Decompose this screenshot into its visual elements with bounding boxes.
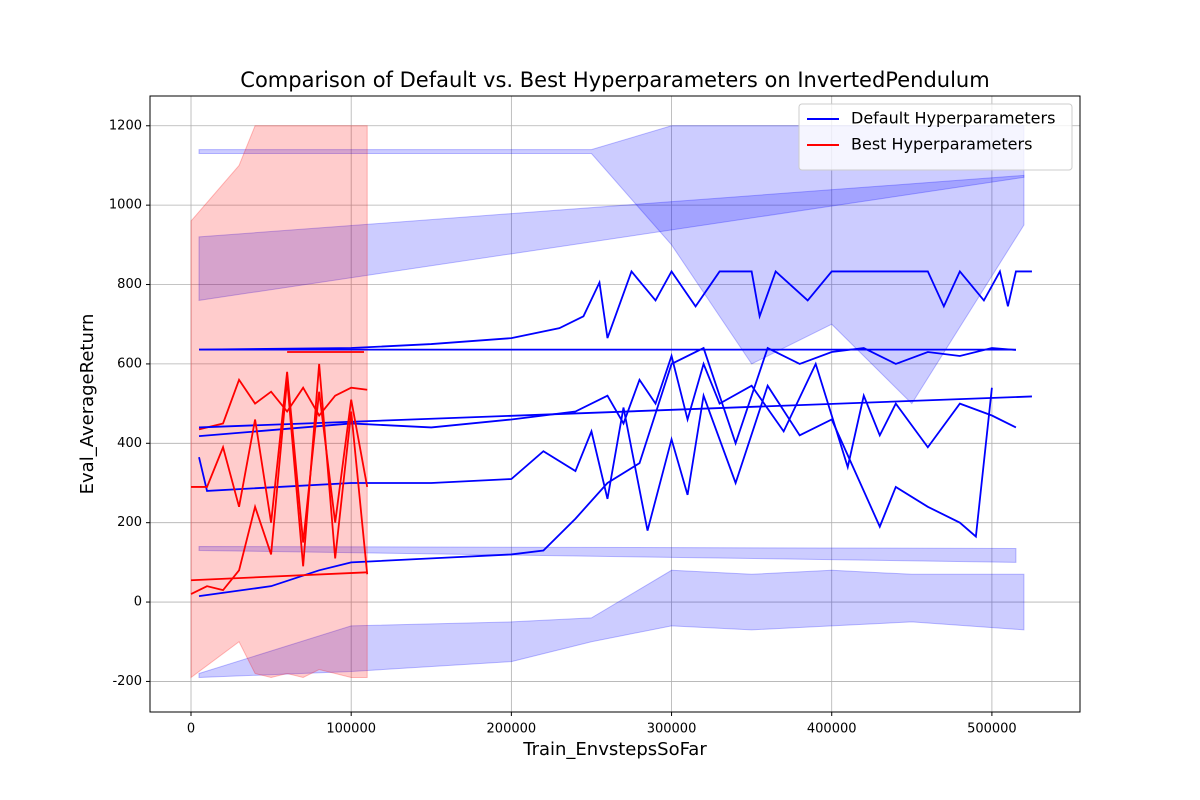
band xyxy=(198,545,1017,563)
y-tick-label: 600 xyxy=(117,356,142,371)
plot-area xyxy=(190,125,1032,679)
line xyxy=(198,383,993,539)
y-tick-label: 1000 xyxy=(109,198,142,213)
line xyxy=(199,268,1032,351)
band xyxy=(198,174,1025,301)
legend-label: Best Hyperparameters xyxy=(851,135,1032,154)
legend-label: Default Hyperparameters xyxy=(851,109,1055,128)
line xyxy=(190,571,368,582)
line xyxy=(198,346,1017,597)
chart-title: Comparison of Default vs. Best Hyperpara… xyxy=(240,68,989,92)
legend-box xyxy=(798,103,1073,171)
x-tick-label: 400000 xyxy=(807,722,857,737)
band xyxy=(198,125,1025,405)
y-tick-label: 0 xyxy=(134,595,142,610)
line xyxy=(191,371,369,543)
x-axis-label: Train_EnvstepsSoFar xyxy=(522,739,707,760)
band xyxy=(198,569,1025,678)
line xyxy=(198,395,1032,429)
line xyxy=(198,352,1017,471)
y-tick-label: 800 xyxy=(117,277,142,292)
y-axis-label: Eval_AverageReturn xyxy=(77,314,98,495)
y-tick-label: 200 xyxy=(117,515,142,530)
y-tick-label: 1200 xyxy=(109,118,142,133)
x-tick-label: 200000 xyxy=(487,722,537,737)
line xyxy=(190,363,369,595)
line xyxy=(198,377,368,431)
y-tick-label: -200 xyxy=(112,674,142,689)
x-tick-label: 300000 xyxy=(647,722,697,737)
x-tick-label: 100000 xyxy=(326,722,376,737)
x-tick-label: 500000 xyxy=(967,722,1017,737)
x-tick-label: 0 xyxy=(187,722,195,737)
y-tick-label: 400 xyxy=(117,436,142,451)
plot-frame xyxy=(149,95,1081,713)
